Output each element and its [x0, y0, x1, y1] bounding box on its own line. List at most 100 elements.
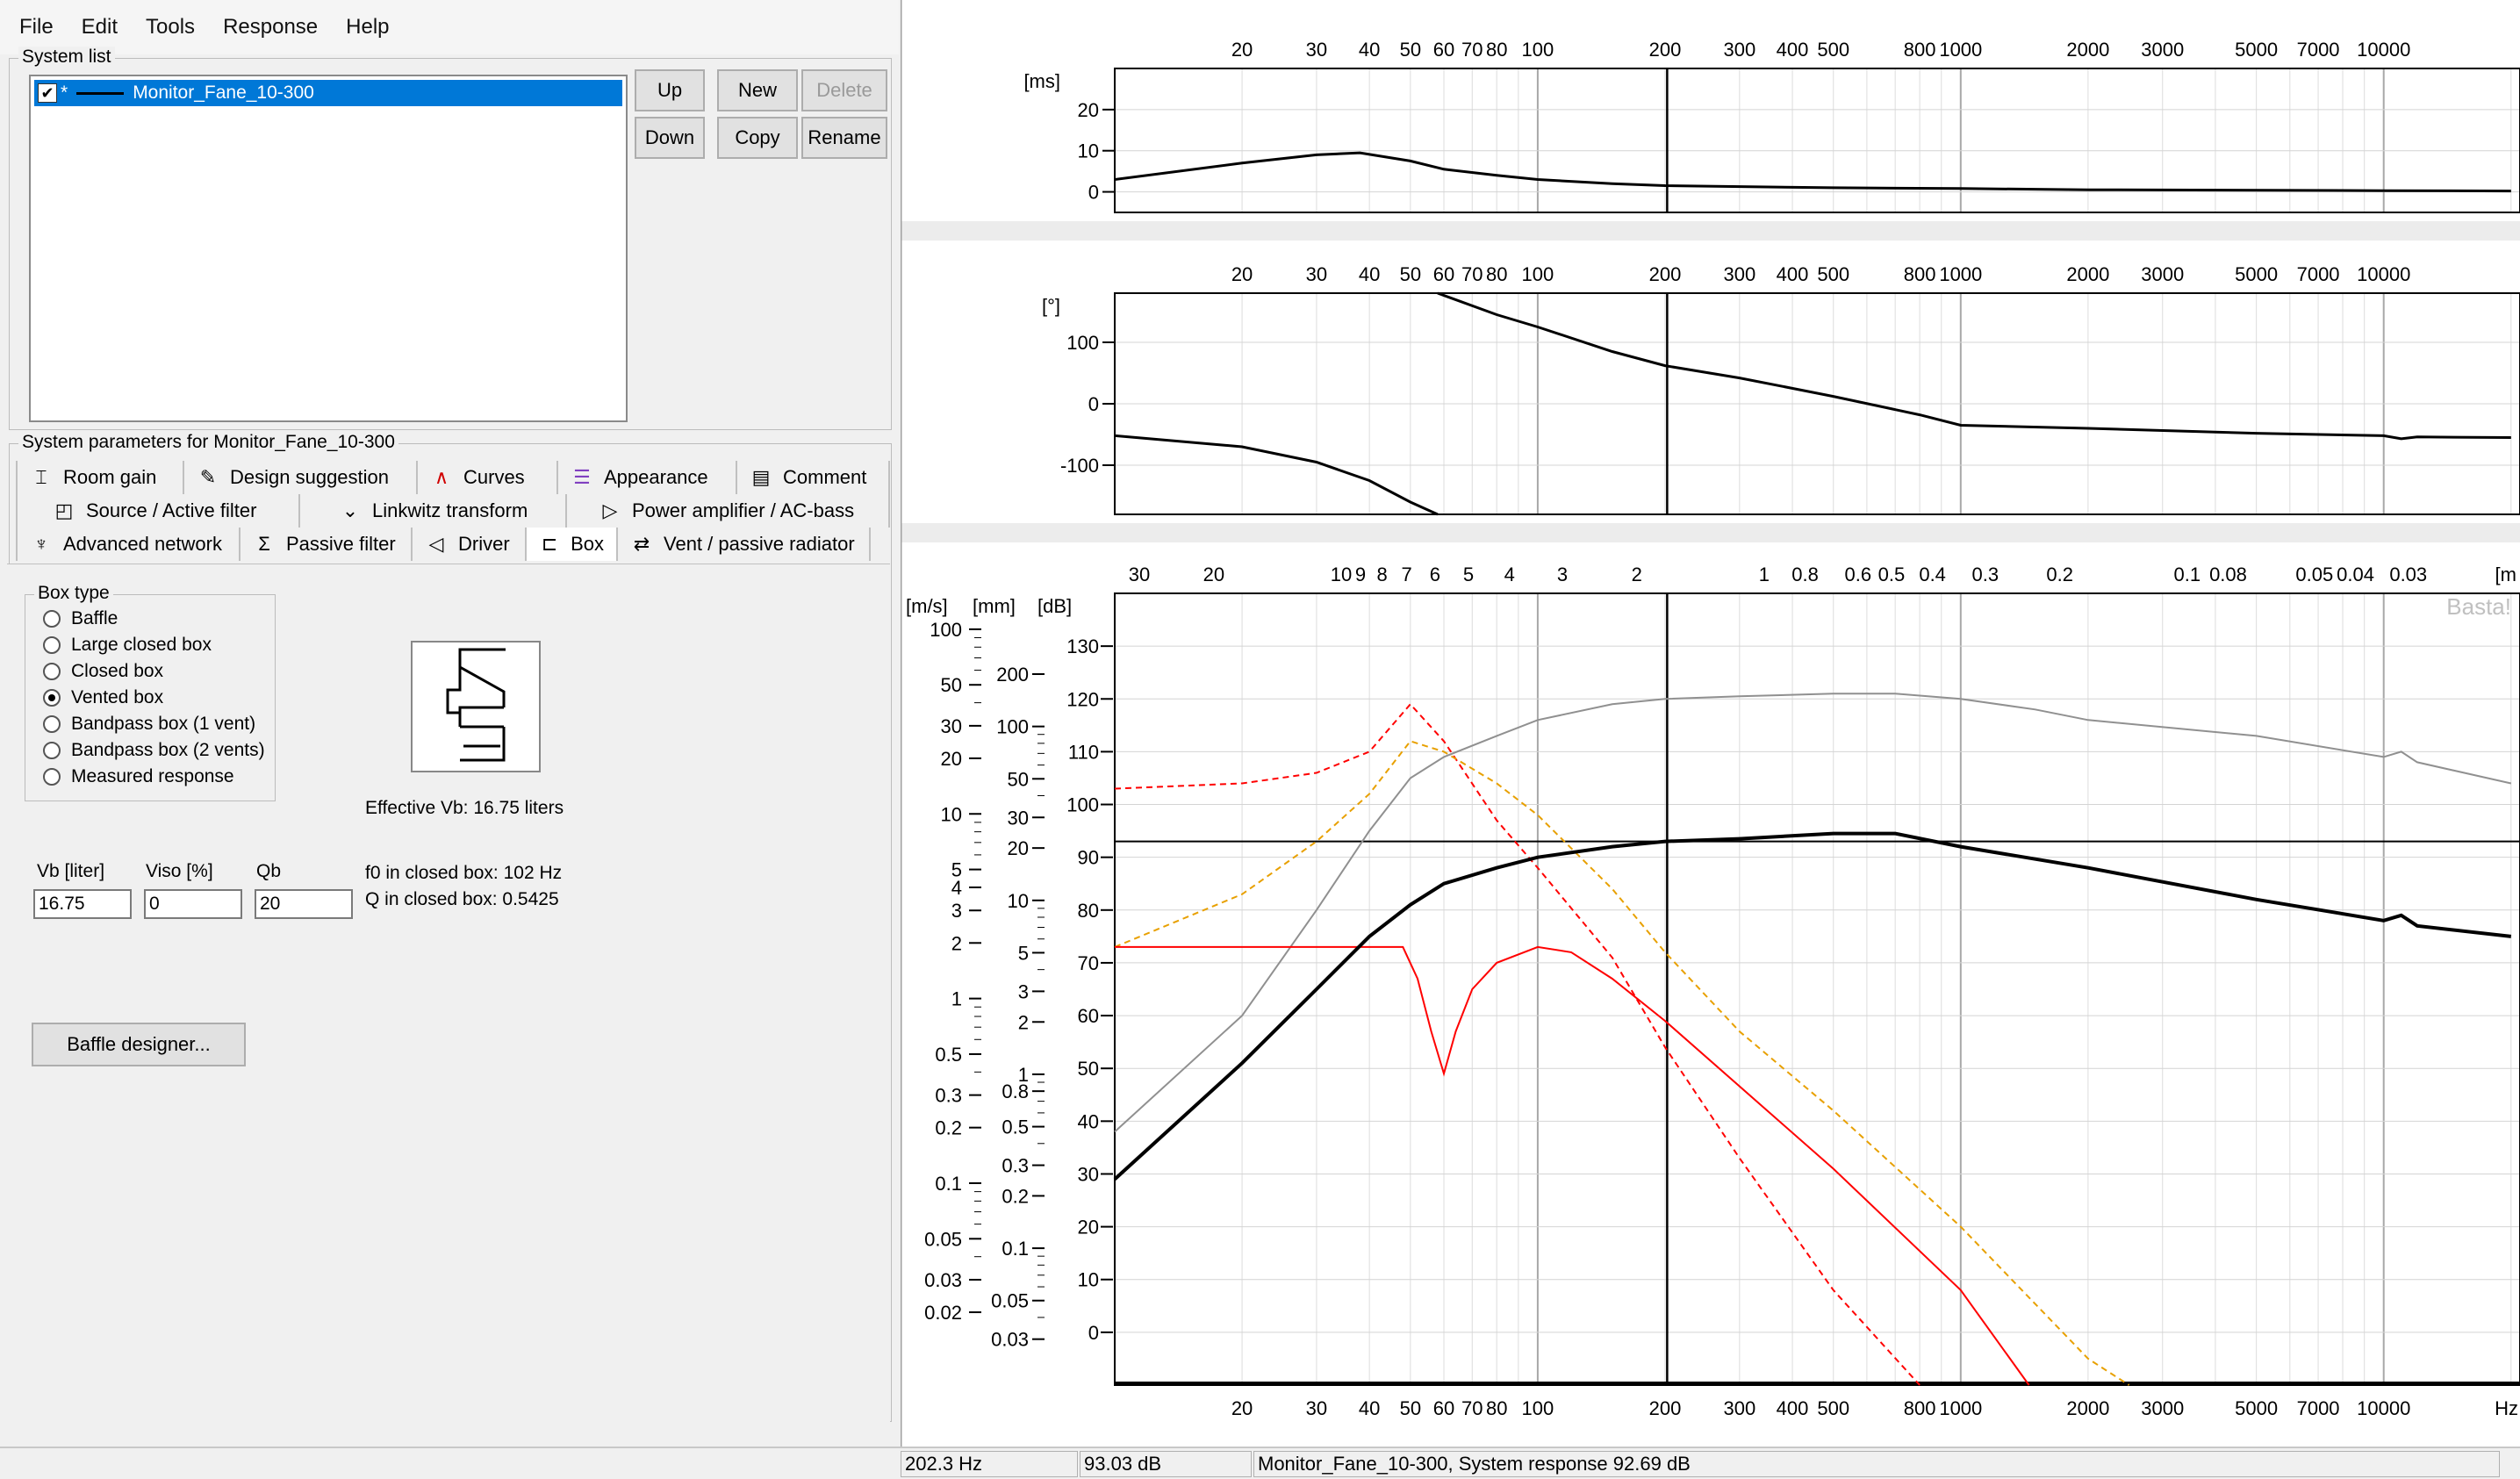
radio-label: Baffle [71, 608, 118, 628]
tab-linkwitz-transform[interactable]: ⌄ Linkwitz transform [298, 494, 565, 528]
freq-tick-label: 3000 [2141, 1397, 2184, 1419]
tab-label: Box [571, 533, 604, 555]
viso-field[interactable]: 0 [144, 889, 242, 919]
status-level: 93.03 dB [1080, 1451, 1252, 1477]
down-button[interactable]: Down [635, 117, 705, 159]
wavelength-tick-label: 0.5 [1878, 564, 1906, 585]
db-tick-label: 120 [1066, 688, 1099, 710]
radio-large-closed-box[interactable]: Large closed box [43, 632, 212, 658]
menu-file[interactable]: File [19, 15, 54, 39]
system-list[interactable]: ✔ * Monitor_Fane_10-300 [29, 75, 628, 422]
q-closed-box: Q in closed box: 0.5425 [365, 889, 559, 909]
up-button[interactable]: Up [635, 69, 705, 111]
system-checkbox[interactable]: ✔ [38, 83, 57, 103]
velocity-tick-label: 1 [951, 988, 962, 1010]
velocity-axis-unit: [m/s] [906, 595, 948, 617]
radio-label: Measured response [71, 766, 234, 786]
radio-bandpass-1-vent[interactable]: Bandpass box (1 vent) [43, 711, 255, 737]
freq-tick-label: 400 [1777, 263, 1809, 285]
box-icon: ⊏ [541, 533, 558, 555]
qb-field[interactable]: 20 [255, 889, 353, 919]
menu-edit[interactable]: Edit [81, 15, 118, 39]
phase-curve [1437, 291, 2511, 441]
velocity-tick-label: 0.02 [924, 1302, 962, 1324]
menu-help[interactable]: Help [346, 15, 390, 39]
freq-tick-label: 3000 [2141, 39, 2184, 61]
freq-tick-label: 50 [1400, 1397, 1421, 1419]
tab-driver[interactable]: ◁ Driver [411, 528, 525, 561]
freq-tick-label: 200 [1649, 39, 1682, 61]
wavelength-tick-label: 0.6 [1844, 564, 1871, 585]
mm-tick-label: 100 [996, 716, 1029, 738]
phase-tick-label: -100 [1060, 455, 1099, 477]
system-response-curve [1113, 831, 2512, 1181]
freq-tick-label: 80 [1486, 39, 1507, 61]
wavelength-tick-label: 0.08 [2209, 564, 2247, 585]
tab-box[interactable]: ⊏ Box [525, 528, 616, 561]
db-tick-label: 50 [1078, 1058, 1099, 1080]
tab-appearance[interactable]: ☰ Appearance [556, 461, 736, 494]
tab-vent-passive-radiator[interactable]: ⇄ Vent / passive radiator [616, 528, 871, 561]
radio-button[interactable] [43, 663, 61, 680]
tab-source-active-filter[interactable]: ◰ Source / Active filter [16, 494, 298, 528]
vb-field[interactable]: 16.75 [33, 889, 132, 919]
rename-button[interactable]: Rename [801, 117, 887, 159]
system-list-title: System list [18, 47, 115, 68]
baffle-designer-button[interactable]: Baffle designer... [32, 1023, 246, 1066]
radio-measured-response[interactable]: Measured response [43, 764, 234, 790]
wavelength-unit: [m [2495, 564, 2516, 585]
radio-button[interactable] [43, 742, 61, 759]
wavelength-tick-label: 0.4 [1919, 564, 1946, 585]
tab-label: Passive filter [286, 533, 396, 555]
radio-bandpass-2-vents[interactable]: Bandpass box (2 vents) [43, 737, 265, 764]
tab-power-amplifier[interactable]: ▷ Power amplifier / AC-bass [565, 494, 890, 528]
radio-closed-box[interactable]: Closed box [43, 658, 163, 685]
tab-label: Comment [783, 466, 867, 488]
menu-tools[interactable]: Tools [146, 15, 196, 39]
freq-tick-label: 20 [1231, 263, 1253, 285]
tab-label: Driver [458, 533, 510, 555]
tab-passive-filter[interactable]: Σ Passive filter [239, 528, 411, 561]
tab-advanced-network[interactable]: ♆ Advanced network [16, 528, 239, 561]
tab-curves[interactable]: ∧ Curves [416, 461, 556, 494]
menu-response[interactable]: Response [223, 15, 319, 39]
charts-svg[interactable]: 20 30 40 50 60 70 80 100 200 300 400 500 800 1000 2000… [899, 0, 2520, 1447]
delay-tick-label: 20 [1078, 99, 1099, 121]
system-params-title: System parameters for Monitor_Fane_10-30… [18, 432, 398, 453]
freq-tick-label: 400 [1777, 1397, 1809, 1419]
freq-tick-label: 50 [1400, 39, 1421, 61]
appearance-icon: ☰ [573, 466, 591, 488]
status-bar: 202.3 Hz 93.03 dB Monitor_Fane_10-300, S… [0, 1447, 2520, 1479]
radio-button[interactable] [43, 636, 61, 654]
tab-room-gain[interactable]: ⌶ Room gain [16, 461, 183, 494]
tab-comment[interactable]: ▤ Comment [736, 461, 890, 494]
system-list-item-label: Monitor_Fane_10-300 [133, 83, 314, 103]
radio-button[interactable] [43, 610, 61, 628]
freq-tick-label: 70 [1461, 1397, 1483, 1419]
new-button[interactable]: New [717, 69, 798, 111]
box-type-title: Box type [34, 583, 113, 604]
system-list-item[interactable]: ✔ * Monitor_Fane_10-300 [34, 80, 622, 106]
radio-baffle[interactable]: Baffle [43, 606, 118, 632]
mm-tick-label: 10 [1008, 890, 1029, 912]
mm-tick-label: 0.2 [1002, 1185, 1029, 1207]
tab-label: Advanced network [63, 533, 222, 555]
chart-panel[interactable]: 20 30 40 50 60 70 80 100 200 300 400 500 800 1000 2000… [899, 0, 2520, 1447]
tab-design-suggestion[interactable]: ✎ Design suggestion [183, 461, 416, 494]
wavelength-tick-label: 30 [1129, 564, 1150, 585]
radio-vented-box[interactable]: Vented box [43, 685, 163, 711]
velocity-tick-label: 20 [941, 748, 962, 770]
freq-tick-label: 70 [1461, 263, 1483, 285]
tab-label: Room gain [63, 466, 157, 488]
delete-button[interactable]: Delete [801, 69, 887, 111]
freq-tick-label: 2000 [2066, 1397, 2109, 1419]
freq-tick-label: 3000 [2141, 263, 2184, 285]
copy-button[interactable]: Copy [717, 117, 798, 159]
radio-button[interactable] [43, 768, 61, 786]
radio-button[interactable] [43, 715, 61, 733]
tab-label: Power amplifier / AC-bass [632, 499, 855, 521]
status-frequency: 202.3 Hz [901, 1451, 1078, 1477]
radio-button[interactable] [43, 689, 61, 707]
radio-label: Vented box [71, 687, 164, 707]
freq-tick-label: 300 [1723, 263, 1755, 285]
